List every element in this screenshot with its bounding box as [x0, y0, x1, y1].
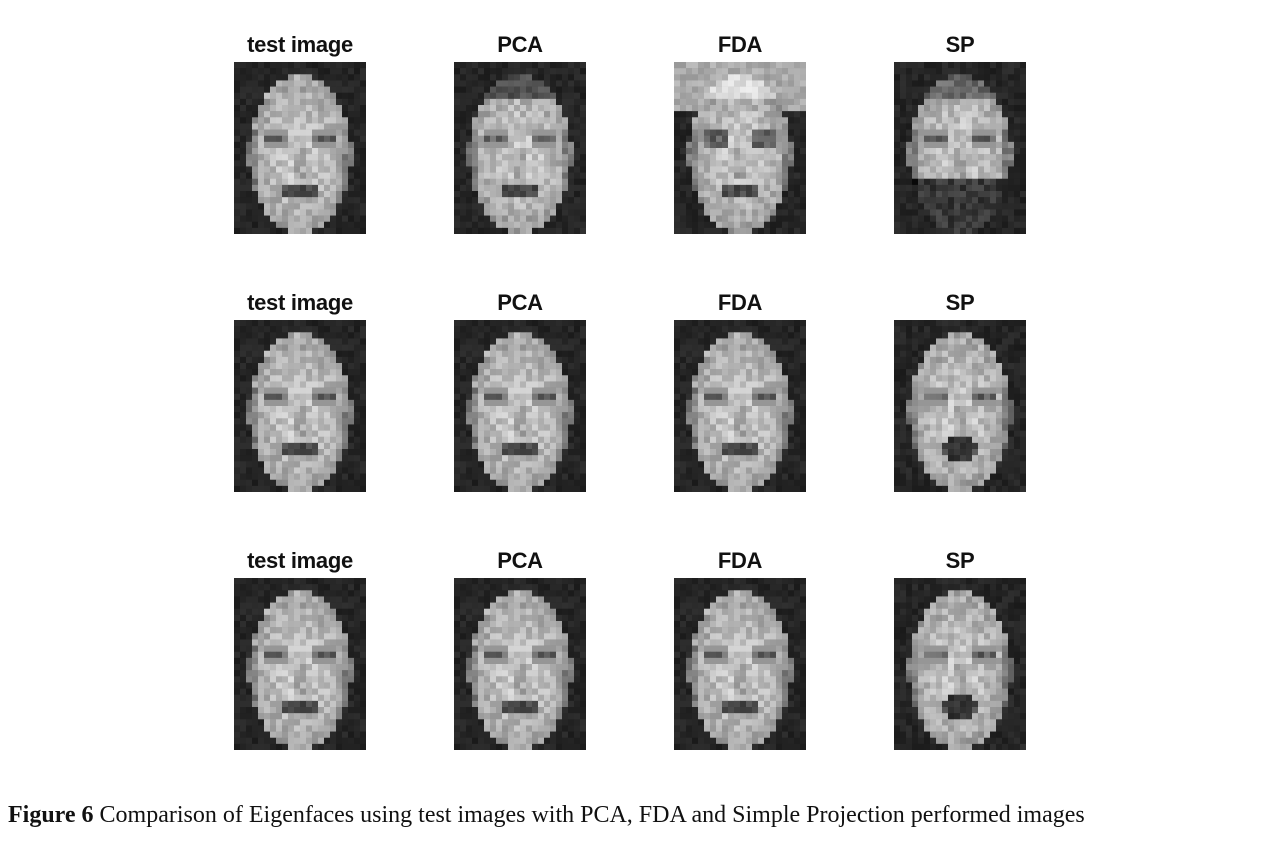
- face-pixels: [674, 578, 806, 750]
- panel-sp: SP: [890, 290, 1030, 492]
- panel-title: SP: [945, 32, 975, 57]
- figure-caption-label: Figure 6: [8, 802, 94, 828]
- face-image: [894, 62, 1026, 234]
- face-pixels: [454, 62, 586, 234]
- panel-title: PCA: [497, 32, 543, 57]
- panel-title: PCA: [497, 290, 543, 315]
- panel-test-image: test image: [230, 290, 370, 492]
- face-pixels: [894, 62, 1026, 234]
- face-image: [454, 578, 586, 750]
- panel-test-image: test image: [230, 548, 370, 750]
- panel-fda: FDA: [670, 548, 810, 750]
- panel-title: test image: [247, 32, 353, 57]
- panel-pca: PCA: [450, 32, 590, 234]
- face-image: [454, 320, 586, 492]
- panel-title: SP: [945, 548, 975, 573]
- panel-fda: FDA: [670, 32, 810, 234]
- panel-fda: FDA: [670, 290, 810, 492]
- panel-test-image: test image: [230, 32, 370, 234]
- figure-grid: test image PCA FDA SP test image PCA FDA…: [230, 32, 1030, 750]
- face-image: [234, 578, 366, 750]
- face-pixels: [234, 62, 366, 234]
- face-pixels: [454, 320, 586, 492]
- panel-pca: PCA: [450, 290, 590, 492]
- panel-title: FDA: [717, 548, 763, 573]
- face-pixels: [674, 320, 806, 492]
- face-pixels: [674, 62, 806, 234]
- panel-sp: SP: [890, 548, 1030, 750]
- face-image: [234, 62, 366, 234]
- panel-title: FDA: [717, 32, 763, 57]
- panel-title: SP: [945, 290, 975, 315]
- panel-title: FDA: [717, 290, 763, 315]
- figure-caption-text: Comparison of Eigenfaces using test imag…: [93, 802, 1085, 828]
- figure-caption: Figure 6 Comparison of Eigenfaces using …: [8, 798, 1268, 832]
- panel-title: PCA: [497, 548, 543, 573]
- panel-pca: PCA: [450, 548, 590, 750]
- panel-sp: SP: [890, 32, 1030, 234]
- face-image: [894, 320, 1026, 492]
- face-image: [894, 578, 1026, 750]
- face-pixels: [894, 320, 1026, 492]
- panel-title: test image: [247, 548, 353, 573]
- face-image: [674, 578, 806, 750]
- face-image: [234, 320, 366, 492]
- face-pixels: [234, 578, 366, 750]
- face-image: [454, 62, 586, 234]
- face-image: [674, 62, 806, 234]
- panel-title: test image: [247, 290, 353, 315]
- face-image: [674, 320, 806, 492]
- face-pixels: [894, 578, 1026, 750]
- face-pixels: [234, 320, 366, 492]
- face-pixels: [454, 578, 586, 750]
